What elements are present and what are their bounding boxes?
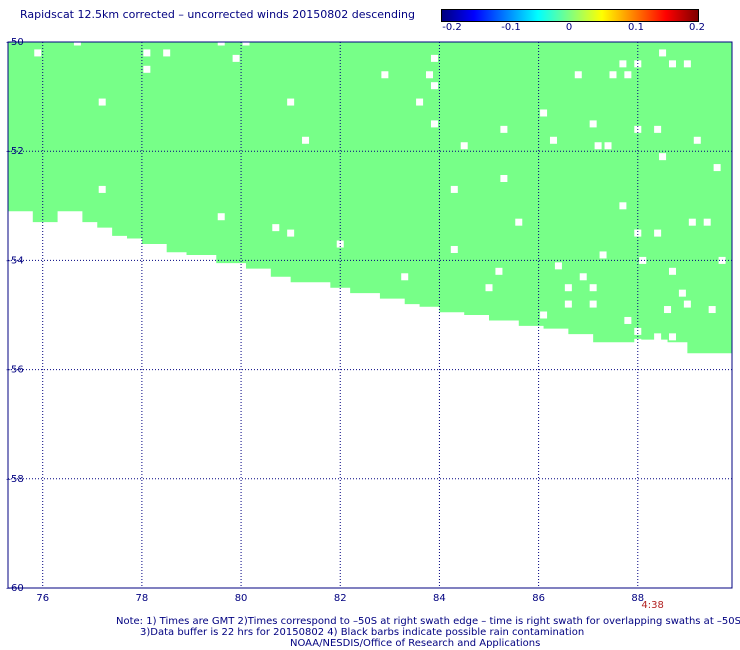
y-tick-label: –58 <box>6 474 24 485</box>
missing-cell <box>495 267 503 275</box>
missing-cell <box>664 306 672 314</box>
missing-cell <box>703 218 711 226</box>
missing-cell <box>460 142 468 150</box>
missing-cell <box>619 202 627 210</box>
missing-cell <box>143 49 151 57</box>
x-tick-label: 88 <box>631 593 644 604</box>
missing-cell <box>381 71 389 79</box>
y-tick-label: –60 <box>6 583 24 594</box>
missing-cell <box>688 218 696 226</box>
missing-cell <box>654 125 662 133</box>
missing-cell <box>287 229 295 237</box>
missing-cell <box>564 300 572 308</box>
missing-cell <box>470 316 478 324</box>
colorbar <box>441 9 699 22</box>
note-line-2: 3)Data buffer is 22 hrs for 20150802 4) … <box>140 627 585 638</box>
y-tick-label: –52 <box>6 146 24 157</box>
missing-cell <box>287 98 295 106</box>
x-tick-label: 80 <box>235 593 248 604</box>
x-tick-label: 78 <box>136 593 149 604</box>
note-line-1: Note: 1) Times are GMT 2)Times correspon… <box>116 616 740 627</box>
plot-frame <box>7 41 733 589</box>
missing-cell <box>609 71 617 79</box>
missing-cell <box>549 136 557 144</box>
missing-cell <box>639 256 647 264</box>
missing-cell <box>217 213 225 221</box>
missing-cell <box>401 273 409 281</box>
missing-cell <box>659 153 667 161</box>
missing-cell <box>554 262 562 270</box>
missing-cell <box>163 49 171 57</box>
colorbar-tick: 0.1 <box>628 22 644 33</box>
missing-cell <box>450 185 458 193</box>
x-tick-label: 86 <box>532 593 545 604</box>
missing-cell <box>624 71 632 79</box>
missing-cell <box>713 164 721 172</box>
y-tick-label: –50 <box>6 37 24 48</box>
missing-cell <box>579 273 587 281</box>
y-tick-label: –54 <box>6 255 24 266</box>
missing-cell <box>634 327 642 335</box>
missing-cell <box>574 71 582 79</box>
missing-cell <box>416 98 424 106</box>
missing-cell <box>619 60 627 68</box>
missing-cell <box>659 49 667 57</box>
missing-cell <box>515 218 523 226</box>
missing-cell <box>589 284 597 292</box>
missing-cell <box>624 316 632 324</box>
note-line-3: NOAA/NESDIS/Office of Research and Appli… <box>290 638 541 649</box>
missing-cell <box>589 300 597 308</box>
missing-cell <box>143 65 151 73</box>
missing-cell <box>450 245 458 253</box>
chart-title: Rapidscat 12.5km corrected – uncorrected… <box>20 8 416 21</box>
missing-cell <box>272 224 280 232</box>
missing-cell <box>98 185 106 193</box>
colorbar-tick: -0.2 <box>442 22 462 33</box>
missing-cell <box>430 82 438 90</box>
missing-cell <box>599 251 607 259</box>
missing-cell <box>634 229 642 237</box>
missing-cell <box>430 54 438 62</box>
missing-cell <box>302 136 310 144</box>
missing-cell <box>232 54 240 62</box>
colorbar-tick: 0.2 <box>689 22 705 33</box>
missing-cell <box>336 240 344 248</box>
missing-cell <box>678 289 686 297</box>
colorbar-tick: 0 <box>565 22 573 33</box>
missing-cell <box>500 125 508 133</box>
x-tick-label: 82 <box>334 593 347 604</box>
colorbar-tick: -0.1 <box>501 22 521 33</box>
missing-cell <box>34 49 42 57</box>
missing-cell <box>708 306 716 314</box>
y-tick-label: –56 <box>6 365 24 376</box>
missing-cell <box>589 120 597 128</box>
missing-cell <box>426 71 434 79</box>
missing-cell <box>540 311 548 319</box>
x-tick-label: 84 <box>433 593 446 604</box>
missing-cell <box>430 120 438 128</box>
time-label: 4:38 <box>641 600 664 611</box>
missing-cell <box>564 284 572 292</box>
missing-cell <box>668 60 676 68</box>
missing-cell <box>683 60 691 68</box>
missing-cell <box>654 229 662 237</box>
missing-cell <box>500 175 508 182</box>
missing-cell <box>693 136 701 144</box>
missing-cell <box>540 109 548 117</box>
missing-cell <box>594 142 602 150</box>
missing-cell <box>668 333 676 341</box>
missing-cell <box>668 267 676 275</box>
x-tick-label: 76 <box>36 593 49 604</box>
missing-cell <box>485 284 493 292</box>
missing-cell <box>654 333 662 341</box>
missing-cell <box>98 98 106 106</box>
swath-fill <box>8 42 732 354</box>
missing-cell <box>604 142 612 150</box>
missing-cell <box>683 300 691 308</box>
